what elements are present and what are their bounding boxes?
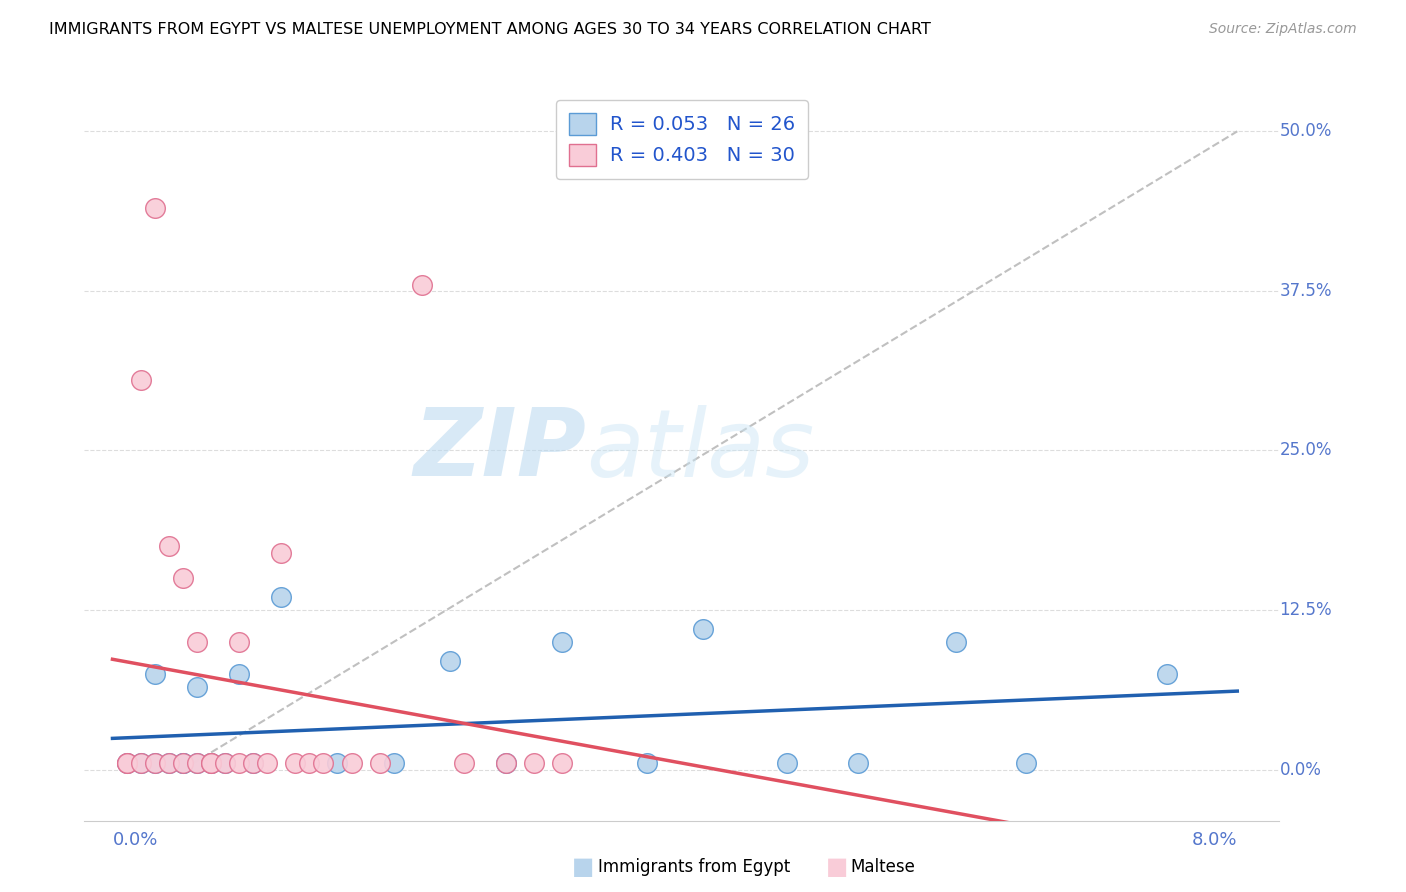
- Point: [340, 756, 363, 771]
- Point: [115, 756, 138, 771]
- Point: [495, 756, 517, 771]
- Point: [143, 201, 166, 215]
- Point: [143, 756, 166, 771]
- Point: [945, 635, 967, 649]
- Point: [439, 654, 461, 668]
- Point: [846, 756, 869, 771]
- Point: [143, 666, 166, 681]
- Point: [186, 756, 208, 771]
- Point: [129, 756, 152, 771]
- Text: ZIP: ZIP: [413, 404, 586, 497]
- Point: [157, 756, 180, 771]
- Point: [129, 756, 152, 771]
- Point: [200, 756, 222, 771]
- Point: [298, 756, 321, 771]
- Text: 25.0%: 25.0%: [1279, 442, 1331, 459]
- Text: 0.0%: 0.0%: [112, 830, 157, 849]
- Point: [776, 756, 799, 771]
- Text: 8.0%: 8.0%: [1192, 830, 1237, 849]
- Text: atlas: atlas: [586, 405, 814, 496]
- Point: [228, 635, 250, 649]
- Point: [200, 756, 222, 771]
- Point: [186, 756, 208, 771]
- Point: [312, 756, 335, 771]
- Point: [551, 635, 574, 649]
- Point: [214, 756, 236, 771]
- Point: [157, 756, 180, 771]
- Point: [115, 756, 138, 771]
- Text: Source: ZipAtlas.com: Source: ZipAtlas.com: [1209, 22, 1357, 37]
- Text: 0.0%: 0.0%: [1279, 761, 1322, 779]
- Point: [228, 756, 250, 771]
- Point: [692, 622, 714, 636]
- Point: [242, 756, 264, 771]
- Point: [172, 756, 194, 771]
- Point: [382, 756, 405, 771]
- Point: [172, 756, 194, 771]
- Point: [143, 756, 166, 771]
- Text: 12.5%: 12.5%: [1279, 601, 1331, 619]
- Point: [115, 756, 138, 771]
- Point: [284, 756, 307, 771]
- Point: [256, 756, 278, 771]
- Point: [636, 756, 658, 771]
- Point: [326, 756, 349, 771]
- Point: [242, 756, 264, 771]
- Point: [551, 756, 574, 771]
- Text: ■: ■: [572, 855, 595, 879]
- Point: [172, 571, 194, 585]
- Point: [411, 277, 433, 292]
- Point: [495, 756, 517, 771]
- Point: [186, 635, 208, 649]
- Point: [172, 756, 194, 771]
- Point: [270, 591, 292, 605]
- Point: [200, 756, 222, 771]
- Point: [129, 373, 152, 387]
- Point: [157, 539, 180, 553]
- Point: [1156, 666, 1178, 681]
- Point: [1015, 756, 1038, 771]
- Point: [228, 666, 250, 681]
- Point: [214, 756, 236, 771]
- Point: [186, 680, 208, 694]
- Point: [270, 545, 292, 559]
- Text: 37.5%: 37.5%: [1279, 282, 1331, 300]
- Legend: R = 0.053   N = 26, R = 0.403   N = 30: R = 0.053 N = 26, R = 0.403 N = 30: [555, 101, 808, 178]
- Text: Maltese: Maltese: [851, 858, 915, 876]
- Point: [453, 756, 475, 771]
- Point: [523, 756, 546, 771]
- Text: IMMIGRANTS FROM EGYPT VS MALTESE UNEMPLOYMENT AMONG AGES 30 TO 34 YEARS CORRELAT: IMMIGRANTS FROM EGYPT VS MALTESE UNEMPLO…: [49, 22, 931, 37]
- Text: 50.0%: 50.0%: [1279, 122, 1331, 140]
- Point: [368, 756, 391, 771]
- Text: Immigrants from Egypt: Immigrants from Egypt: [598, 858, 790, 876]
- Text: ■: ■: [825, 855, 848, 879]
